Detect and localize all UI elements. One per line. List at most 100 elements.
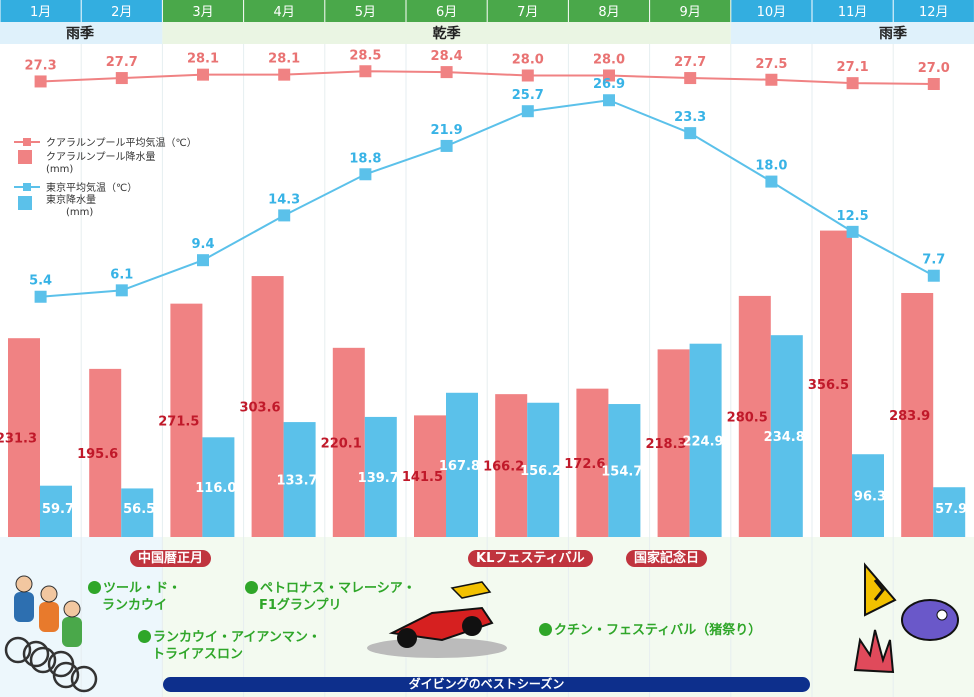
kl-temp-point (359, 65, 372, 78)
kl-temp-point (603, 69, 615, 82)
cyclist-head (15, 575, 33, 593)
tokyo-temp-line (40, 99, 935, 298)
month-tab-bg (650, 0, 731, 22)
coral-icon (853, 629, 895, 674)
bar-label-kl: 220.1 (321, 436, 362, 451)
bar-label-tokyo: 139.7 (358, 471, 399, 486)
event-label: 中国暦正月 (130, 550, 212, 567)
bar-label-tokyo: 56.5 (123, 502, 155, 517)
bar-kl-precip (576, 388, 609, 537)
kl-temp-label: 27.7 (106, 55, 138, 70)
cyclist-body (14, 592, 34, 622)
event-label: 国家記念日 (626, 550, 708, 567)
tokyo-temp-label: 18.0 (755, 159, 787, 174)
event-bullet-icon (138, 630, 151, 643)
tokyo-temp-label: 26.9 (593, 77, 625, 92)
tokyo-temp-label: 21.9 (431, 123, 463, 138)
fish-eye (936, 609, 948, 621)
bar-label-kl: 303.6 (239, 401, 280, 416)
legend-kl-precip-swatch (18, 150, 32, 164)
legend-tokyo-precip-swatch (18, 196, 32, 210)
bar-kl-precip (89, 368, 122, 537)
bar-kl-precip (8, 338, 40, 537)
bar-label-kl: 166.2 (483, 460, 524, 475)
bar-label-kl: 218.3 (645, 437, 686, 452)
bar-label-kl: 280.5 (727, 410, 768, 425)
legend-kl-temp-marker (23, 138, 31, 146)
bicycle-wheel-icon (4, 636, 32, 664)
purple-fish-icon (901, 599, 959, 641)
season-row: 雨季 乾季 雨季 (66, 25, 907, 42)
event-bullet-icon (539, 623, 552, 636)
month-tab-label: 3月 (192, 5, 213, 20)
tokyo-temp-point (34, 290, 47, 303)
month-tab-label: 9月 (680, 5, 701, 20)
event-text: F1グランプリ (259, 598, 342, 613)
tokyo-temp-point (765, 175, 778, 188)
kl-temp-label: 27.1 (837, 60, 869, 75)
month-tab-bg (0, 0, 81, 22)
month-tab-bg (162, 0, 244, 22)
bar-tokyo-precip (527, 402, 560, 537)
bar-label-tokyo: 96.3 (854, 490, 886, 505)
illustrations (4, 562, 959, 693)
bicycle-wheel-icon (29, 646, 57, 674)
bar-kl-precip (738, 295, 771, 537)
tokyo-temp-point (440, 139, 453, 152)
bar-kl-precip (414, 415, 446, 537)
season-rainy-end: 雨季 (879, 25, 907, 42)
event-text: 中国暦正月 (138, 551, 204, 566)
bar-label-kl: 195.6 (77, 447, 118, 462)
car-shadow (367, 638, 507, 658)
event-label: ランカウイ・アイアンマン・ トライアスロン (138, 629, 321, 663)
bar-tokyo-precip (202, 437, 235, 537)
tokyo-temp-point (115, 284, 128, 297)
bar-label-kl: 271.5 (158, 414, 199, 429)
bar-kl-precip (820, 230, 852, 537)
bar-label-tokyo: 154.7 (601, 465, 642, 480)
kl-temp-label: 28.1 (187, 52, 219, 67)
kl-temp-label: 28.0 (593, 53, 625, 68)
chart-background (0, 22, 974, 697)
bar-label-kl: 141.5 (402, 470, 443, 485)
bar-label-tokyo: 133.7 (276, 474, 317, 489)
legend-kl-temp-label: クアラルンプール平均気温（℃） (46, 136, 197, 149)
month-tab-label: 5月 (355, 5, 376, 20)
kl-temp-point (197, 68, 209, 81)
f1-car-illustration (367, 581, 507, 658)
tokyo-temp-point (278, 209, 291, 222)
bar-kl-precip (332, 347, 365, 537)
bicycle-wheel-icon (52, 661, 80, 689)
month-tab-label: 4月 (274, 5, 295, 20)
bar-label-kl: 172.6 (564, 457, 605, 472)
bicycle-wheel-icon (22, 640, 50, 668)
month-tab-label: 8月 (598, 5, 619, 20)
tokyo-temp-label: 25.7 (512, 88, 544, 103)
small-car-body (450, 581, 492, 599)
car-body (388, 606, 494, 642)
tokyo-temp-label: 9.4 (191, 237, 214, 252)
diving-season-bar: ダイビングのベストシーズン (163, 677, 810, 692)
yellow-fish-icon (864, 562, 897, 617)
month-tab-bg (568, 0, 650, 22)
cyclist-head (40, 585, 58, 603)
bar-kl-precip (901, 292, 934, 537)
legend-kl-precip-label: クアラルンプール降水量 (46, 150, 156, 163)
bar-label-tokyo: 59.7 (42, 502, 74, 517)
month-tab-bg (487, 0, 568, 22)
tokyo-temp-point (846, 225, 859, 238)
tokyo-temp-label: 7.7 (922, 253, 945, 268)
month-tab-label: 1月 (30, 5, 51, 20)
kl-temp-label: 27.3 (25, 58, 57, 73)
event-label: ツール・ド・ ランカウイ (88, 580, 181, 614)
tokyo-temp-point (603, 94, 615, 107)
legend: クアラルンプール平均気温（℃）クアラルンプール降水量(mm)東京平均気温（℃）東… (14, 136, 197, 218)
tokyo-temp-label: 5.4 (29, 274, 52, 289)
kl-temp-label: 28.1 (268, 52, 300, 67)
month-tab-bg (893, 0, 974, 22)
legend-tokyo-precip-label: 東京降水量 (46, 193, 96, 206)
legend-tokyo-precip-unit: (mm) (66, 207, 93, 218)
tokyo-temp-point (927, 269, 940, 282)
tokyo-temp-point (359, 168, 372, 181)
